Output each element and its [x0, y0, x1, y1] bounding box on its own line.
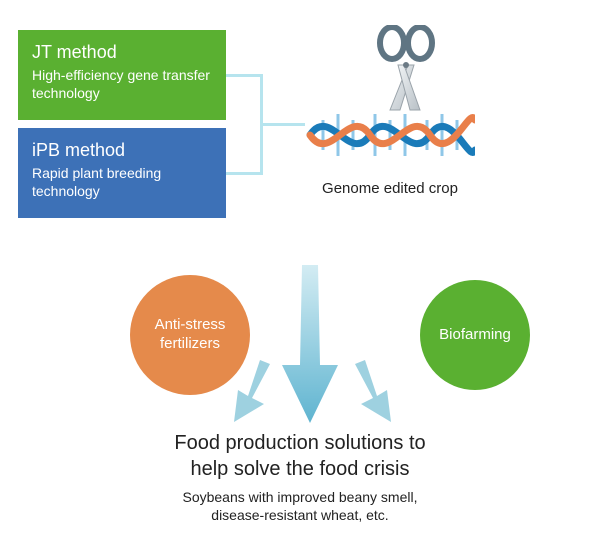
method-box-ipb: iPB method Rapid plant breeding technolo…: [18, 128, 226, 218]
connector: [226, 172, 260, 175]
circle-biofarming: Biofarming: [420, 280, 530, 390]
arrow-center-icon: [280, 265, 340, 425]
connector: [226, 74, 260, 77]
circle-anti-stress: Anti-stress fertilizers: [130, 275, 250, 395]
bottom-sub: Soybeans with improved beany smell, dise…: [0, 488, 600, 524]
method-subtitle: High-efficiency gene transfer technology: [32, 67, 212, 102]
circle-label: Biofarming: [431, 326, 519, 345]
bottom-main: Food production solutions to help solve …: [0, 430, 600, 482]
dna-icon: [305, 100, 475, 170]
method-title: JT method: [32, 42, 212, 63]
dna-diagram: Genome edited crop: [300, 100, 480, 197]
dna-label: Genome edited crop: [300, 180, 480, 197]
method-subtitle: Rapid plant breeding technology: [32, 165, 212, 200]
connector: [260, 123, 305, 126]
method-title: iPB method: [32, 140, 212, 161]
bottom-text: Food production solutions to help solve …: [0, 430, 600, 524]
method-box-jt: JT method High-efficiency gene transfer …: [18, 30, 226, 120]
arrow-right-icon: [350, 360, 395, 425]
circle-label: Anti-stress fertilizers: [130, 316, 250, 354]
